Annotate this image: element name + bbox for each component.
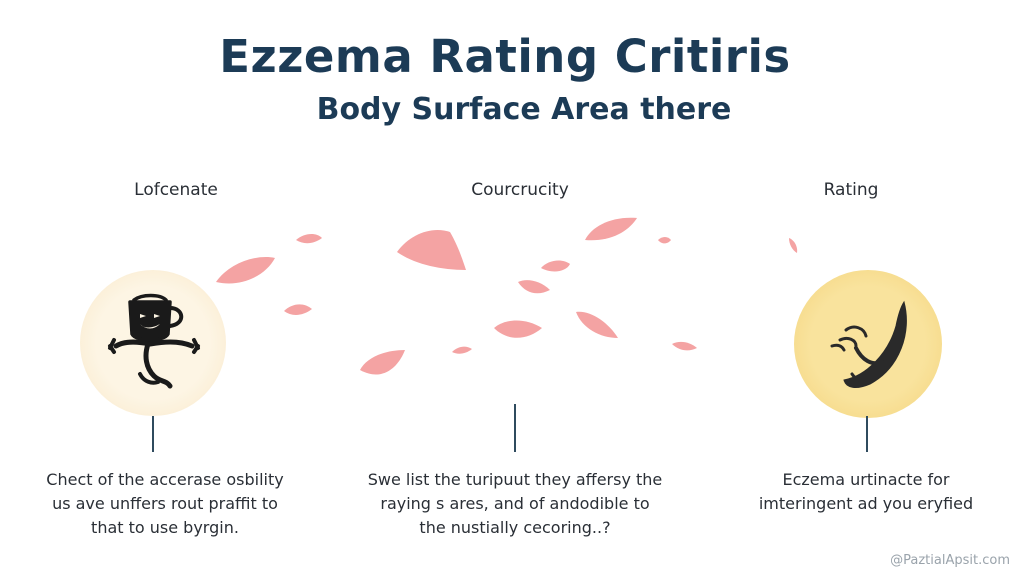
rating-circle [794, 270, 942, 418]
petal-6 [452, 346, 472, 354]
column-label-rating: Rating [823, 180, 879, 200]
rating-description: Eczema urtinacte for imteringent ad you … [746, 468, 986, 516]
petal-1 [216, 257, 275, 284]
petal-2 [296, 234, 322, 244]
petal-5 [360, 350, 405, 375]
cup-creature-icon [108, 293, 200, 389]
desc-line: the nustially cecoring..? [419, 518, 611, 537]
petal-8 [541, 260, 570, 272]
lofcenate-description: Chect of the accerase osbility us ave un… [40, 468, 290, 540]
courcrucity-description: Swe list the turipuut they affersy the r… [360, 468, 670, 540]
petal-11 [576, 311, 618, 338]
desc-line: raying s ares, and of andodible to [380, 494, 650, 513]
lofcenate-stem [152, 416, 154, 452]
petal-3 [284, 304, 312, 315]
petal-13 [672, 341, 697, 351]
petal-4 [397, 230, 466, 270]
petal-9 [494, 320, 542, 338]
rating-stem [866, 416, 868, 452]
desc-line: Chect of the accerase osbility [46, 470, 284, 489]
column-label-lofcenate: Lofcenate [134, 180, 218, 200]
desc-line: that to use byrgin. [91, 518, 239, 537]
petal-7 [518, 280, 550, 294]
column-label-courcrucity: Courcrucity [471, 180, 569, 200]
desc-line: us ave unffers rout praffit to [52, 494, 278, 513]
desc-line: Swe list the turipuut they affersy the [367, 470, 663, 489]
desc-line: Eczema urtinacte for [782, 470, 950, 489]
petal-12 [658, 237, 671, 244]
page-subtitle: Body Surface Area there [316, 92, 732, 127]
watermark: @PaztialApsit.com [890, 553, 1010, 568]
courcrucity-stem [514, 404, 516, 452]
desc-line: imteringent ad you eryfied [758, 494, 974, 513]
page-title: Ezzema Rating Critiris [219, 30, 791, 83]
crescent-bug-icon [830, 300, 907, 388]
petal-14 [789, 238, 798, 253]
petal-10 [585, 217, 637, 241]
